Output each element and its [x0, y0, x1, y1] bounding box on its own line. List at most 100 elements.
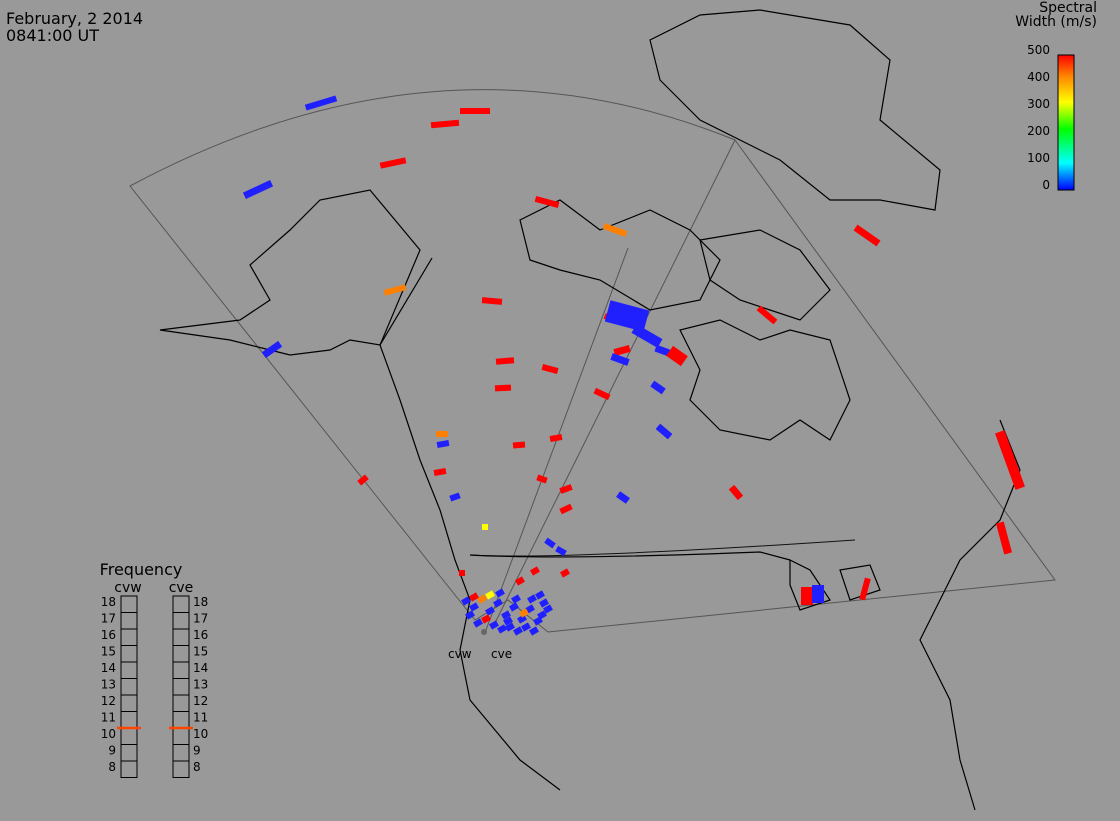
range-cell — [465, 610, 475, 620]
range-cell — [481, 297, 503, 305]
range-cell — [501, 610, 511, 620]
frequency-tick-left: 17 — [101, 612, 116, 626]
colorbar-tick-label: 100 — [1027, 151, 1050, 165]
range-cell — [536, 474, 548, 484]
range-cell — [537, 610, 547, 620]
range-cell — [509, 602, 519, 612]
range-cell — [485, 590, 495, 600]
range-cell — [604, 300, 650, 332]
range-cell — [459, 570, 465, 576]
range-cell — [555, 545, 567, 557]
range-cell — [559, 484, 573, 494]
west-coast-outline — [379, 344, 561, 791]
radar-label-cvw: cvw — [448, 647, 472, 661]
canada-us-border — [469, 551, 791, 561]
frequency-tick-left: 8 — [108, 760, 116, 774]
range-cell — [473, 618, 483, 628]
colorbar-tick-label: 300 — [1027, 97, 1050, 111]
range-cell — [529, 626, 539, 636]
frequency-tick-right: 18 — [193, 595, 208, 609]
frequency-title: Frequency — [100, 560, 183, 579]
frequency-tick-right: 13 — [193, 678, 208, 692]
backscatter-cells — [242, 95, 1025, 636]
frequency-tick-right: 8 — [193, 760, 201, 774]
range-cell — [494, 384, 512, 392]
frequency-right-label: cve — [169, 580, 194, 596]
radar-field-of-view — [129, 89, 1056, 633]
frequency-tick-left: 14 — [101, 661, 116, 675]
range-cell — [503, 616, 513, 626]
range-cell — [379, 157, 407, 169]
range-cell — [242, 179, 274, 200]
range-cell — [534, 195, 560, 209]
range-cell — [728, 484, 744, 501]
frequency-tick-left: 13 — [101, 678, 116, 692]
range-cell — [616, 491, 630, 504]
spectral-width-colorbar: Spectral Width (m/s) 500 400 300 200 100 0 — [1015, 0, 1097, 192]
colorbar-ticks: 500 400 300 200 100 0 — [1027, 43, 1050, 192]
alaska-border — [379, 257, 433, 346]
frequency-tick-right: 15 — [193, 645, 208, 659]
time-label: 0841:00 UT — [6, 26, 99, 45]
range-cell — [593, 387, 611, 401]
range-cell — [481, 614, 491, 624]
range-cell — [631, 324, 663, 348]
range-cell — [433, 468, 447, 476]
range-cell — [613, 345, 631, 356]
range-cell — [666, 345, 688, 367]
colorbar-tick-label: 200 — [1027, 124, 1050, 138]
coastline-outlines — [159, 9, 1021, 811]
frequency-tick-left: 10 — [101, 727, 116, 741]
great-lakes-outline — [789, 559, 881, 611]
range-cell — [801, 587, 813, 605]
range-cell — [559, 503, 573, 515]
frequency-left-label: cvw — [114, 580, 141, 596]
frequency-tick-right: 11 — [193, 711, 208, 725]
range-cell — [436, 431, 448, 437]
range-cell — [515, 576, 525, 586]
range-cell — [995, 430, 1025, 490]
range-cell — [530, 566, 540, 576]
range-cell — [519, 608, 529, 618]
colorbar-tick-label: 400 — [1027, 70, 1050, 84]
east-coast-outline — [919, 419, 1021, 811]
range-cell — [859, 577, 871, 601]
range-cell — [650, 380, 666, 395]
range-cell — [469, 592, 479, 602]
range-cell — [527, 594, 537, 604]
colorbar-title-line1: Spectral — [1039, 0, 1097, 16]
range-cell — [602, 223, 628, 237]
range-cell — [517, 614, 527, 624]
date-label: February, 2 2014 — [6, 9, 143, 28]
range-cell — [495, 357, 515, 365]
range-cell — [495, 588, 505, 598]
frequency-tick-left: 12 — [101, 694, 116, 708]
colorbar-tick-label: 500 — [1027, 43, 1050, 57]
range-cell — [460, 108, 490, 114]
range-cell — [449, 492, 461, 502]
range-cell — [610, 353, 630, 366]
frequency-tick-right: 16 — [193, 628, 208, 642]
range-cell — [489, 620, 499, 630]
frequency-scale-cve — [172, 595, 190, 778]
range-cell — [812, 585, 824, 603]
range-cell — [853, 224, 881, 247]
frequency-tick-right: 9 — [193, 744, 201, 758]
frequency-scales: 18 18 17 17 16 16 15 15 14 14 13 13 12 12 11 11 10 10 9 9 8 8 — [101, 595, 208, 778]
frequency-scale-cvw — [120, 595, 138, 778]
radar-sites: cvw cve — [448, 629, 512, 661]
baffin-outline — [699, 229, 831, 321]
range-cell — [304, 95, 338, 111]
range-cell — [511, 594, 521, 604]
alaska-outline — [159, 189, 421, 356]
frequency-tick-left: 16 — [101, 628, 116, 642]
frequency-tick-right: 14 — [193, 661, 208, 675]
range-cell — [535, 590, 545, 600]
range-cell — [482, 524, 488, 530]
range-cell — [436, 440, 450, 448]
range-cell — [521, 622, 531, 632]
range-cell — [655, 423, 673, 440]
range-cell — [357, 474, 369, 486]
range-cell — [543, 604, 553, 614]
range-cell — [505, 622, 515, 632]
